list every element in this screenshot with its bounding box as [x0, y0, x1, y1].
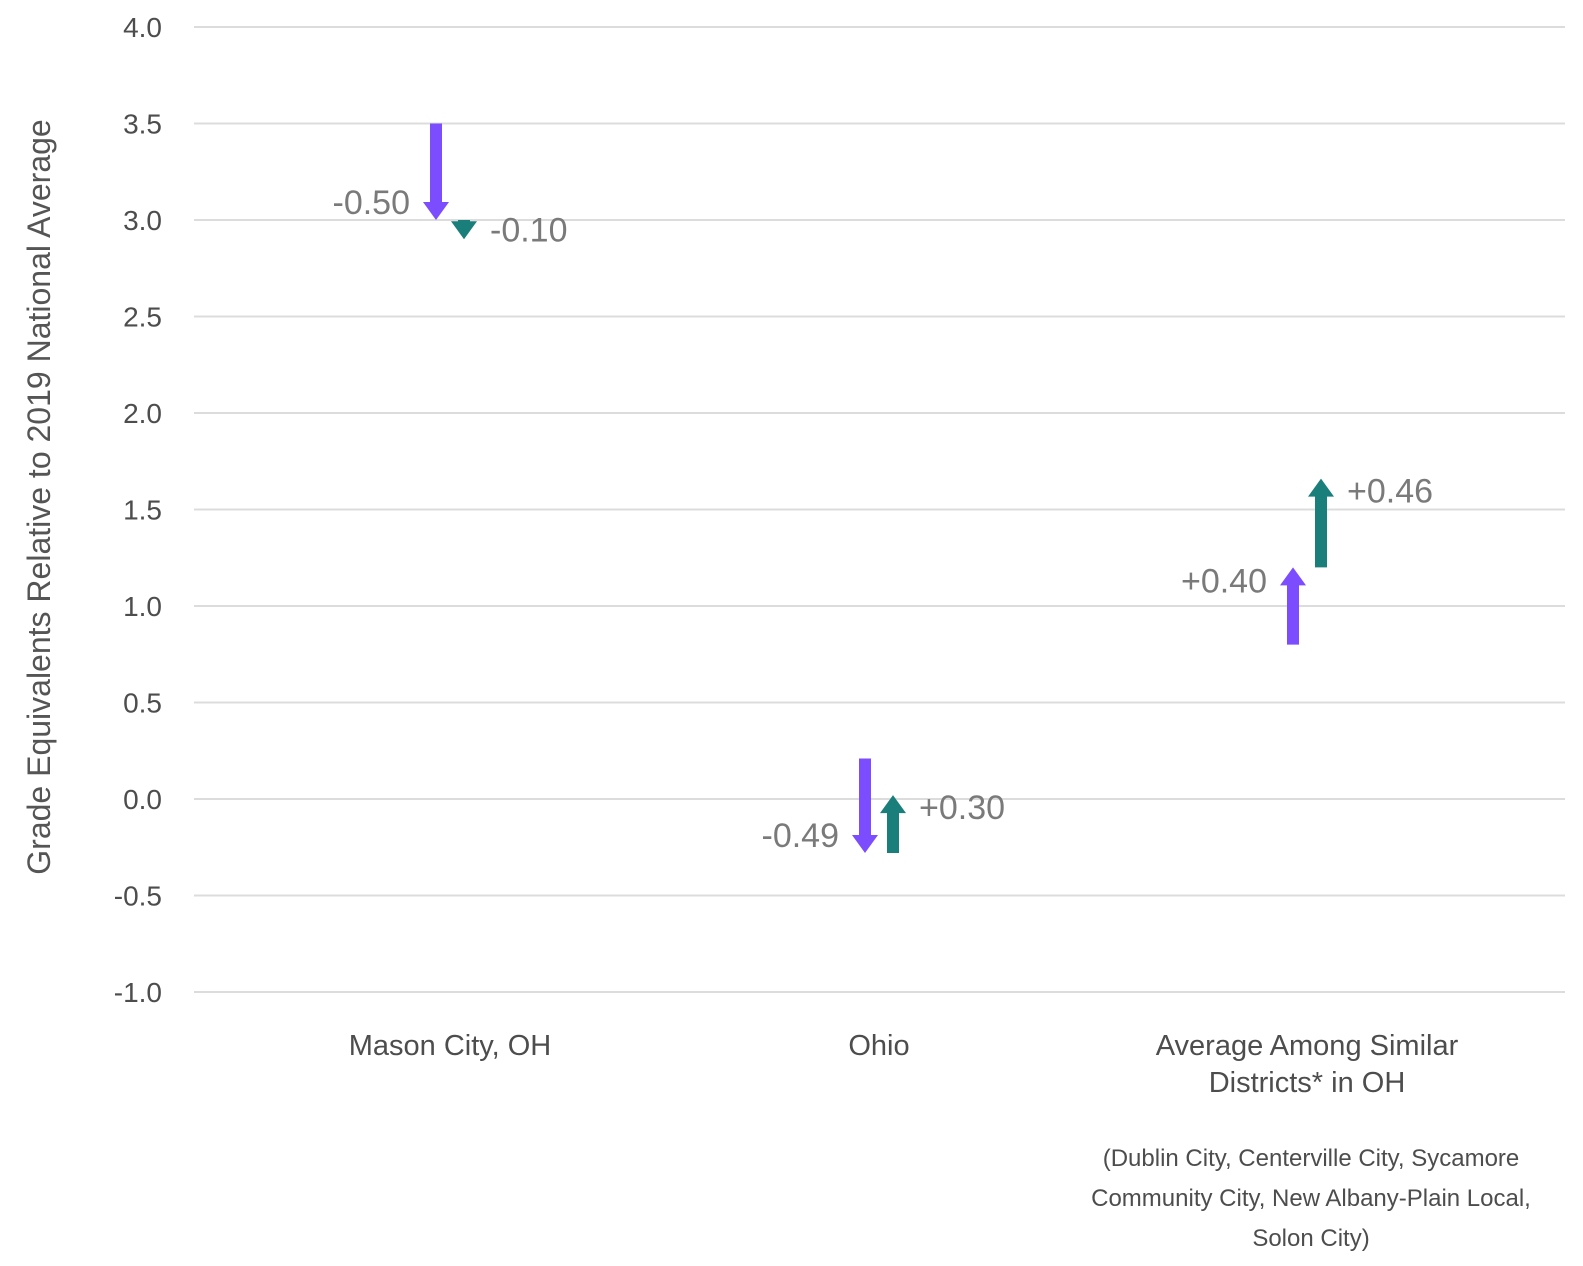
- footnote-line: Community City, New Albany-Plain Local,: [1091, 1185, 1531, 1212]
- footnote-line: (Dublin City, Centerville City, Sycamore: [1103, 1145, 1520, 1172]
- y-tick-label: 1.5: [123, 495, 162, 526]
- footnote-line: Solon City): [1252, 1225, 1369, 1252]
- footnote: (Dublin City, Centerville City, Sycamore…: [1091, 1145, 1531, 1252]
- y-tick-label: 0.5: [123, 688, 162, 719]
- data-label: +0.40: [1181, 563, 1267, 601]
- category-label: Average Among Similar: [1156, 1030, 1459, 1062]
- y-tick-label: 3.5: [123, 109, 162, 140]
- y-tick-label: 0.0: [123, 784, 162, 815]
- y-tick-label: 3.0: [123, 205, 162, 236]
- y-tick-label: 2.5: [123, 302, 162, 333]
- y-tick-label: -0.5: [114, 881, 162, 912]
- arrows: [423, 123, 1334, 854]
- change-arrow: [880, 795, 906, 854]
- change-arrow: [1308, 478, 1334, 568]
- data-label: -0.50: [333, 184, 411, 222]
- category-label: Districts* in OH: [1209, 1067, 1406, 1099]
- change-arrow: [852, 758, 878, 854]
- y-tick-label: 1.0: [123, 591, 162, 622]
- gridlines: [194, 26, 1565, 993]
- data-label: +0.30: [919, 789, 1005, 827]
- y-tick-label: 4.0: [123, 12, 162, 43]
- y-axis-label: Grade Equivalents Relative to 2019 Natio…: [21, 119, 57, 874]
- category-label: Ohio: [848, 1030, 909, 1062]
- change-arrow: [1280, 567, 1306, 645]
- y-tick-label: -1.0: [114, 977, 162, 1008]
- data-label: -0.10: [490, 211, 568, 249]
- data-label: +0.46: [1347, 473, 1433, 511]
- y-tick-labels: 4.0 3.5 3.0 2.5 2.0 1.5 1.0 0.5 0.0 -0.5 -1.0: [114, 12, 162, 1008]
- y-tick-label: 2.0: [123, 398, 162, 429]
- category-labels: Mason City, OH Ohio Average Among Similar D…: [349, 1030, 1459, 1099]
- data-label: -0.49: [762, 817, 840, 855]
- change-arrow: [423, 123, 449, 220]
- category-label: Mason City, OH: [349, 1030, 552, 1062]
- data-labels: -0.50 -0.49 +0.40 -0.10 +0.30 +0.46: [333, 184, 1434, 855]
- change-arrow: [451, 220, 477, 240]
